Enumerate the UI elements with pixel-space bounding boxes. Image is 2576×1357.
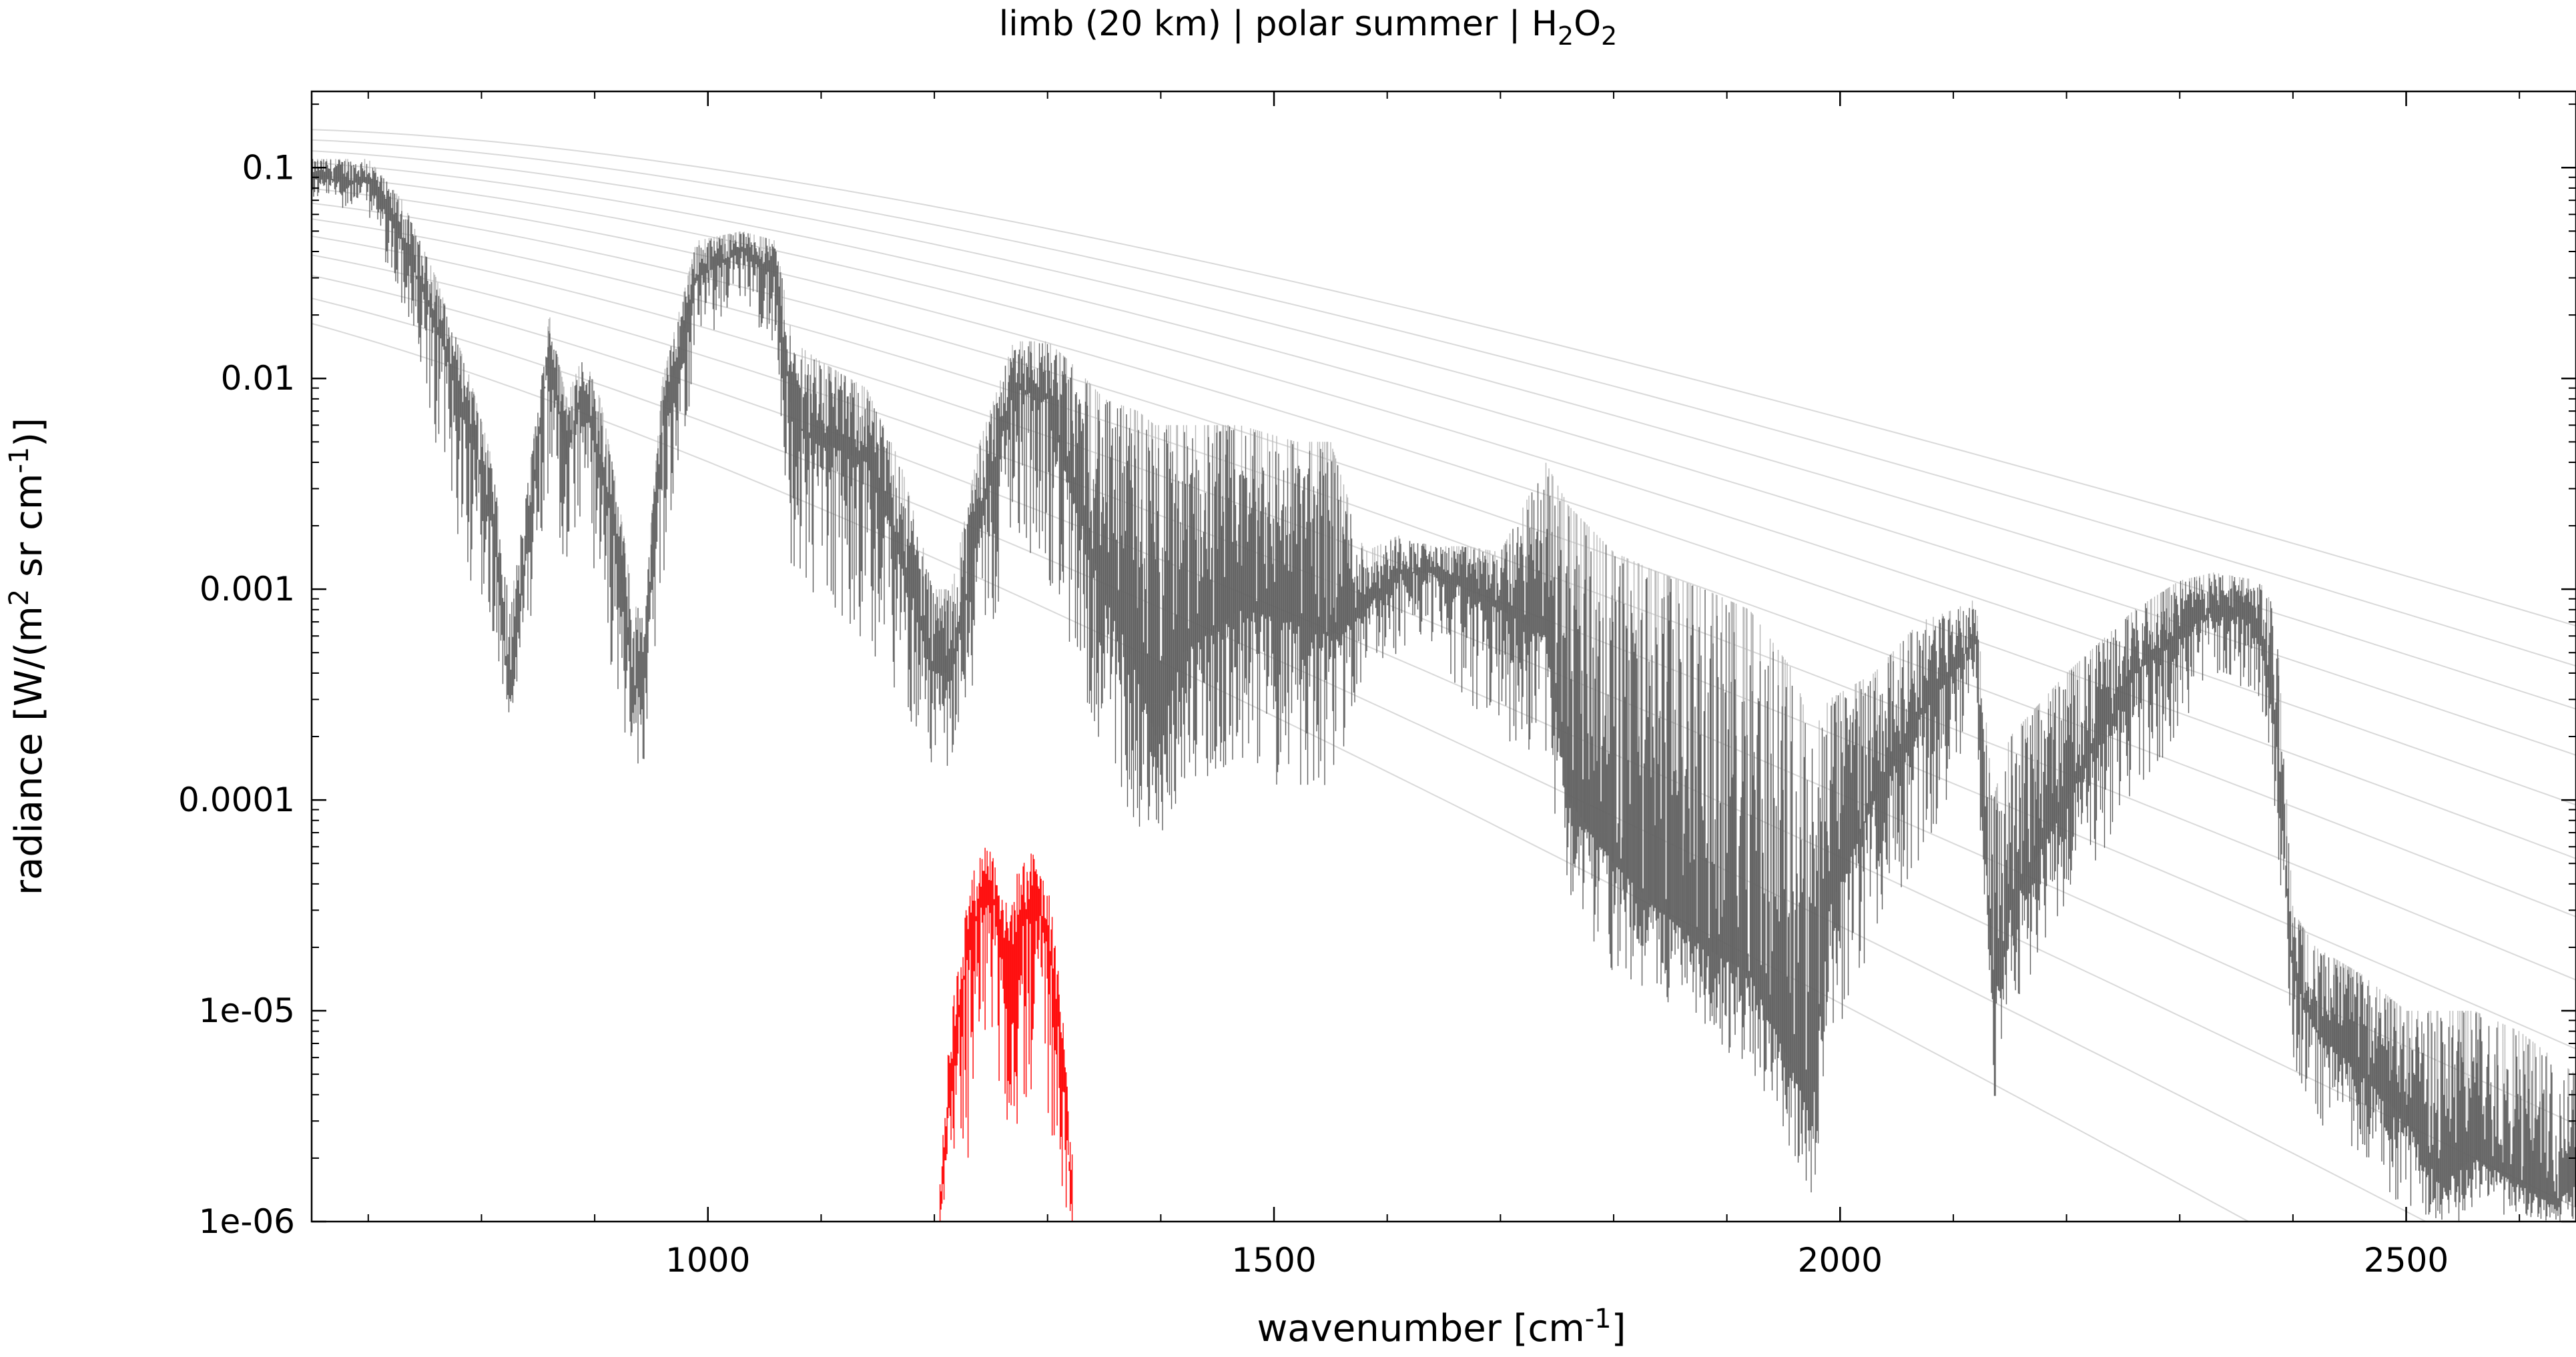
planck-curve — [312, 161, 2576, 756]
x-axis-label: wavenumber [cm-1] — [1257, 1304, 1626, 1350]
y-axis-label-b: sr cm — [7, 474, 51, 589]
x-tick-label: 2500 — [2364, 1241, 2449, 1280]
planck-reference-curves — [312, 129, 2576, 1222]
planck-curve — [312, 187, 2576, 859]
series-total — [312, 159, 2576, 1222]
planck-curve — [312, 298, 2428, 1222]
planck-curve — [312, 129, 2576, 627]
y-tick-label: 0.0001 — [178, 781, 295, 819]
x-axis-label-sup: -1 — [1585, 1304, 1612, 1334]
planck-curve — [312, 275, 2576, 1208]
plot-frame — [310, 90, 2576, 1223]
y-tick-label: 1e-06 — [199, 1202, 295, 1241]
planck-curve — [312, 139, 2576, 667]
spectra-series — [312, 159, 2576, 1222]
title-sub-2: 2 — [1601, 21, 1617, 51]
x-tick-label: 1500 — [1231, 1241, 1316, 1280]
x-axis: 1000 1500 2000 2500 — [367, 91, 2521, 1280]
chart-title: limb (20 km) | polar summer | H2O2 — [999, 4, 1617, 51]
y-tick-label: 0.01 — [221, 359, 295, 398]
series-target-lines — [939, 847, 1073, 1222]
y-tick-label: 1e-05 — [199, 991, 295, 1030]
series-total-lines — [312, 159, 2576, 1222]
series-target — [939, 847, 1073, 1222]
x-tick-label: 2000 — [1798, 1241, 1883, 1280]
y-axis-label-sup-2: -1 — [4, 447, 35, 474]
planck-curve — [312, 236, 2576, 1050]
y-axis-label: radiance [W/(m2 sr cm-1)] — [4, 418, 51, 895]
y-axis: 0.1 0.01 0.001 0.0001 1e-05 1e-06 — [178, 103, 2576, 1241]
x-axis-label-text: wavenumber [cm — [1257, 1307, 1584, 1350]
y-axis-label-c: )] — [7, 418, 51, 447]
planck-curve — [312, 254, 2576, 1125]
y-tick-label: 0.1 — [242, 148, 295, 187]
title-mid: O — [1574, 4, 1601, 44]
y-axis-label-a: radiance [W/(m — [7, 606, 51, 895]
x-tick-label: 1000 — [665, 1241, 750, 1280]
y-tick-label: 0.001 — [200, 570, 295, 608]
planck-curve — [312, 174, 2576, 806]
title-prefix: limb (20 km) | polar summer | H — [999, 4, 1558, 44]
x-axis-label-end: ] — [1612, 1307, 1626, 1350]
planck-curve — [312, 150, 2576, 710]
title-sub-1: 2 — [1558, 21, 1574, 51]
y-axis-label-sup-1: 2 — [4, 589, 35, 606]
planck-curve — [312, 322, 2250, 1222]
